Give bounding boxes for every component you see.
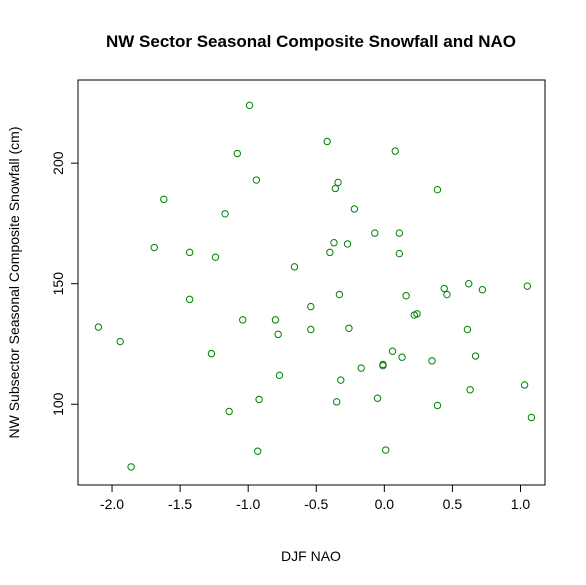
data-point [207,349,216,358]
data-point [211,253,220,261]
data-point [395,249,404,258]
data-point [307,302,315,311]
data-point [523,282,532,290]
chart-title: NW Sector Seasonal Composite Snowfall an… [106,32,516,51]
x-tick-label: 1.0 [511,496,531,512]
data-point [379,360,387,369]
data-point [290,263,299,271]
data-point [94,323,103,331]
y-axis: 100 150 200 [50,151,78,416]
x-tick-label: 0.5 [443,496,463,512]
x-axis-label: DJF NAO [281,548,341,564]
data-point [371,229,379,237]
data-point [478,286,487,294]
data-point [307,325,315,334]
data-point [245,101,254,110]
data-points [94,101,536,471]
data-point [433,401,442,410]
data-point [330,239,338,247]
data-point [413,310,421,318]
data-point [345,324,353,333]
data-point [440,284,448,293]
data-point [463,325,472,334]
y-tick-label: 200 [50,151,66,175]
data-point [388,347,397,355]
data-point [127,463,135,471]
data-point [254,447,262,455]
data-point [185,248,194,257]
data-point [116,337,124,346]
y-axis-label: NW Subsector Seasonal Composite Snowfall… [6,126,22,438]
x-tick-label: -1.0 [236,496,260,512]
data-point [382,446,390,454]
x-tick-label: -2.0 [100,496,124,512]
data-point [395,229,404,237]
data-point [465,280,473,288]
data-point [350,205,359,213]
data-point [326,248,334,257]
data-point [233,149,241,158]
data-point [275,371,284,380]
data-point [323,137,331,146]
data-point [185,295,194,304]
data-point [332,398,341,406]
data-point [343,240,352,248]
data-point [337,376,345,384]
data-point [471,352,480,360]
data-point [520,381,529,389]
data-point [274,330,282,339]
x-tick-label: -0.5 [304,496,328,512]
data-point [402,292,410,300]
data-point [357,364,365,372]
data-point [373,394,382,402]
data-point [334,178,342,187]
data-point [221,210,229,218]
data-point [225,407,233,416]
data-point [239,316,247,324]
data-point [466,386,474,394]
data-point [433,185,442,194]
data-point [527,413,536,422]
plot-area-frame [77,79,546,486]
data-point [160,195,168,204]
x-axis: -2.0 -1.5 -1.0 -0.5 0.0 0.5 1.0 [100,485,530,512]
y-tick-label: 100 [50,392,66,416]
data-point [271,316,280,324]
y-tick-label: 150 [50,272,66,296]
x-tick-label: -1.5 [168,496,192,512]
data-point [428,357,436,365]
data-point [252,176,261,184]
data-point [150,243,158,252]
data-point [398,353,406,361]
data-point [255,395,263,404]
data-point [331,184,340,193]
data-point [391,147,399,155]
x-tick-label: 0.0 [375,496,395,512]
data-point [443,290,451,299]
data-point [335,290,344,299]
